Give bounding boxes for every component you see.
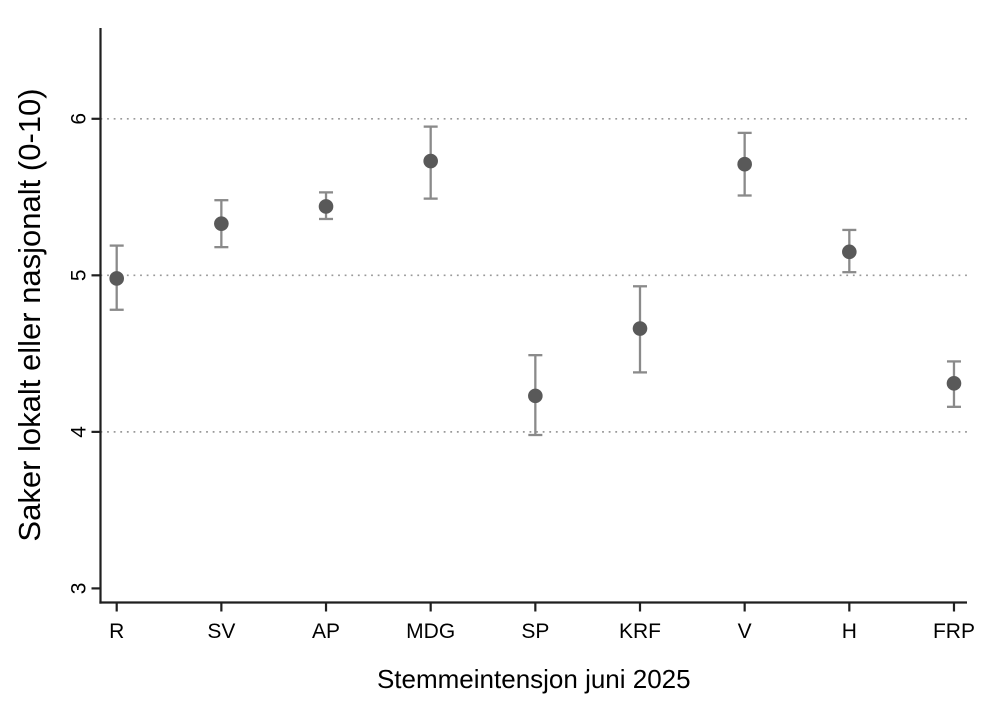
data-points-layer <box>109 125 962 437</box>
x-tick-label-FRP: FRP <box>933 620 975 643</box>
x-tick-label-SV: SV <box>207 620 235 643</box>
y-tick-label-6: 6 <box>68 113 91 125</box>
y-tick-label-3: 3 <box>68 583 91 595</box>
data-marker-AP <box>318 199 334 214</box>
data-marker-MDG <box>423 153 438 169</box>
x-tick-label-AP: AP <box>312 620 340 643</box>
x-tick-label-H: H <box>842 620 857 643</box>
gridlines-layer <box>100 117 967 433</box>
x-tick-label-KRF: KRF <box>619 620 661 643</box>
data-marker-SP <box>528 388 543 404</box>
axes-layer: 3 4 5 6 R SV AP MDG SP KRF V H FRP <box>68 28 975 643</box>
y-tick-label-4: 4 <box>68 426 91 438</box>
data-marker-SV <box>214 216 229 231</box>
x-tick-label-R: R <box>109 620 124 643</box>
data-marker-V <box>737 156 752 172</box>
x-tick-label-SP: SP <box>521 620 549 643</box>
x-tick-label-V: V <box>738 620 752 643</box>
x-axis-title: Stemmeintensjon juni 2025 <box>377 664 691 694</box>
data-marker-FRP <box>946 376 962 391</box>
data-marker-KRF <box>632 321 648 336</box>
y-tick-label-5: 5 <box>68 269 91 281</box>
data-marker-H <box>842 244 857 260</box>
x-tick-label-MDG: MDG <box>406 620 455 643</box>
data-marker-R <box>109 271 124 286</box>
y-axis-title: Saker lokalt eller nasjonalt (0-10) <box>12 88 47 541</box>
